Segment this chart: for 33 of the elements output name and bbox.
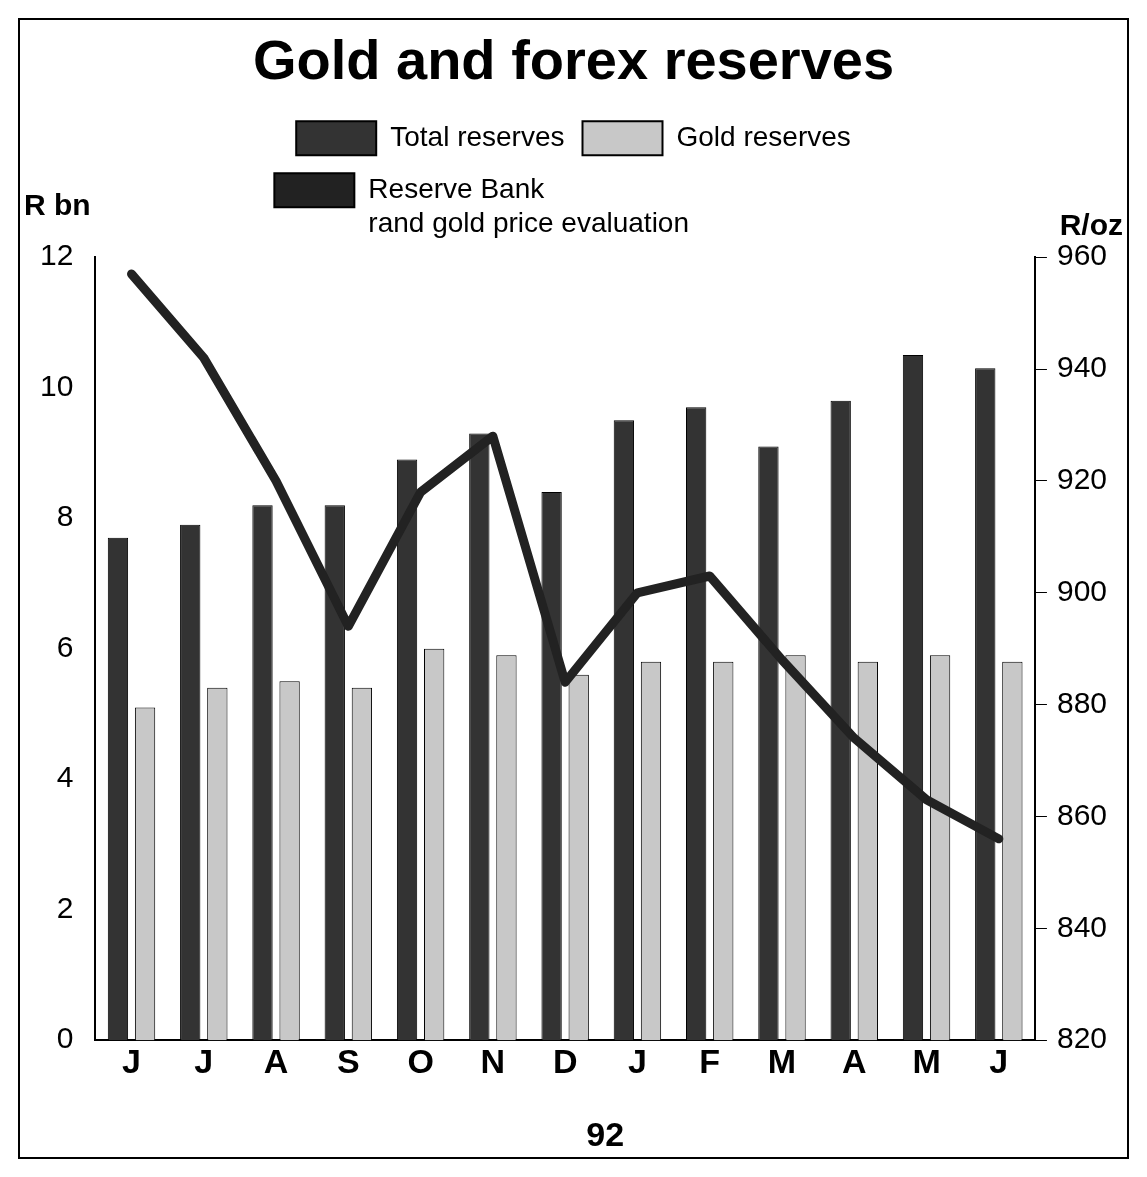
x-tick-label: A	[263, 1041, 289, 1080]
x-tick-label: F	[699, 1041, 721, 1080]
x-tick-label: S	[336, 1041, 360, 1080]
x-axis-title: 92	[586, 1115, 625, 1154]
y2-tick-label: 840	[1056, 909, 1108, 943]
x-tick-label: J	[122, 1041, 141, 1080]
x-tick-label: M	[912, 1041, 941, 1080]
y-tick-label: 0	[56, 1021, 74, 1055]
x-tick-label: J	[627, 1041, 647, 1080]
x-tick-label: N	[480, 1041, 506, 1080]
x-tick-label: A	[841, 1041, 867, 1080]
x-tick-label: D	[552, 1041, 578, 1080]
legend-label: Reserve Bank rand gold price evaluation	[368, 172, 690, 238]
y-tick-label: 10	[39, 368, 74, 402]
legend-label: Gold reserves	[676, 120, 851, 152]
y2-tick-label: 900	[1056, 574, 1108, 608]
y2-tick-label: 940	[1056, 350, 1108, 384]
y2-tick-label: 820	[1056, 1021, 1108, 1055]
y2-tick-label: 920	[1056, 462, 1108, 496]
chart-title: Gold and forex reserves	[252, 28, 895, 92]
y-tick-label: 8	[56, 499, 74, 533]
x-tick-label: J	[194, 1041, 214, 1080]
x-tick-label: J	[989, 1041, 1009, 1080]
legend-label: Total reserves	[390, 120, 565, 152]
y-tick-label: 6	[56, 629, 74, 663]
x-tick-label: O	[407, 1041, 434, 1080]
y-tick-label: 2	[56, 890, 74, 924]
y-tick-label: 12	[39, 238, 74, 272]
y-axis-title: R bn	[24, 188, 91, 222]
y-tick-label: 4	[56, 760, 74, 794]
y2-tick-label: 880	[1056, 685, 1108, 719]
y2-tick-label: 860	[1056, 797, 1108, 831]
x-tick-label: M	[767, 1041, 797, 1080]
